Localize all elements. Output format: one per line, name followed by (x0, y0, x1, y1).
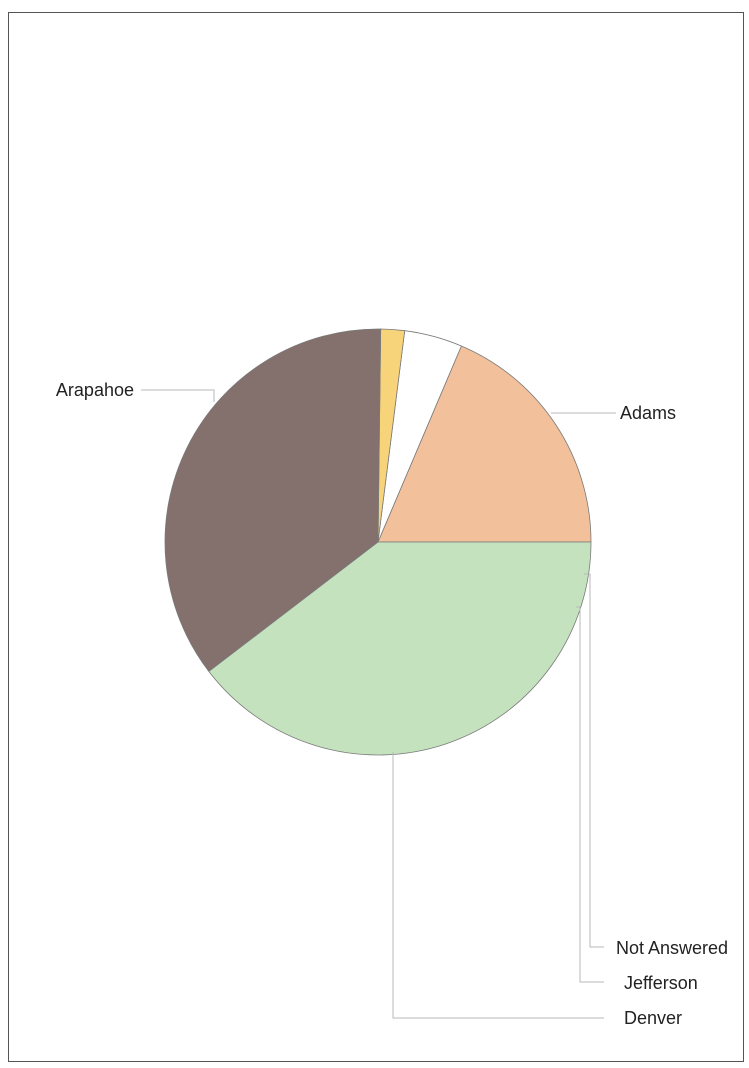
leader-line-arapahoe (141, 389, 215, 402)
pie-slice-arapahoe (208, 541, 592, 756)
slice-label-denver: Denver (624, 1008, 682, 1028)
leader-line-not-answered (584, 573, 604, 948)
pie-slice-adams (377, 345, 592, 543)
leader-line-jefferson (576, 606, 604, 983)
leader-line-denver (392, 752, 604, 1019)
slice-labels: Adams Not Answered Jefferson Denver Arap… (56, 380, 728, 1028)
pie-slice-denver (164, 328, 382, 673)
pie-slices (164, 328, 592, 756)
slice-label-jefferson: Jefferson (624, 973, 698, 993)
slice-label-not-answered: Not Answered (616, 938, 728, 958)
slice-label-adams: Adams (620, 403, 676, 423)
slice-label-arapahoe: Arapahoe (56, 380, 134, 400)
leader-lines (141, 389, 616, 1019)
